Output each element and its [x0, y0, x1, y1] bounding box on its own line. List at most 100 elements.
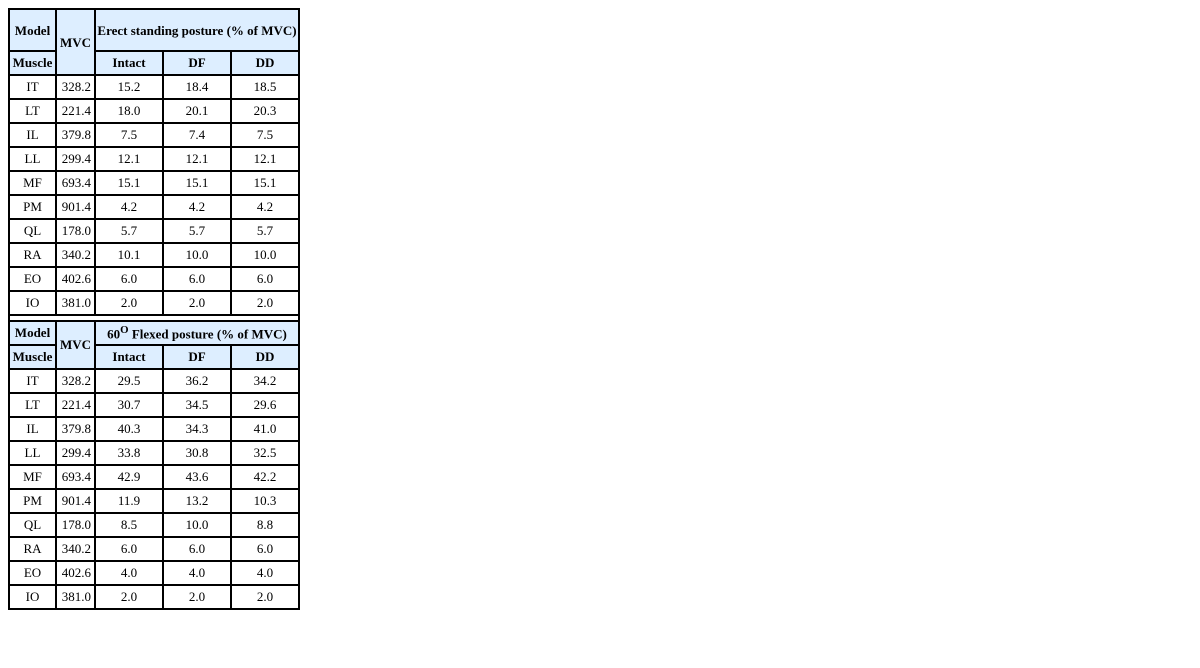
- table-row: MF 693.4 42.9 43.6 42.2: [8, 464, 301, 490]
- df-cell: 6.0: [162, 536, 232, 562]
- mvc-cell: 221.4: [55, 98, 96, 124]
- df-cell: 2.0: [162, 290, 232, 316]
- table-row: LT 221.4 18.0 20.1 20.3: [8, 98, 301, 124]
- mvc-cell: 402.6: [55, 266, 96, 292]
- df-cell: 36.2: [162, 368, 232, 394]
- section-title-text: Erect standing posture (% of MVC): [97, 22, 297, 38]
- header-row: Model MVC Erect standing posture (% of M…: [8, 8, 301, 76]
- intact-cell: 40.3: [94, 416, 164, 442]
- intact-cell: 18.0: [94, 98, 164, 124]
- table-row: LT 221.4 30.7 34.5 29.6: [8, 392, 301, 418]
- df-cell: 34.5: [162, 392, 232, 418]
- mvc-cell: 299.4: [55, 440, 96, 466]
- muscle-cell: QL: [8, 218, 57, 244]
- dd-cell: 5.7: [229, 218, 301, 244]
- df-cell: 4.0: [162, 560, 232, 586]
- dd-cell: 15.1: [229, 170, 301, 196]
- df-cell: 12.1: [162, 146, 232, 172]
- column-header: DF: [162, 50, 232, 76]
- df-cell: 10.0: [162, 512, 232, 538]
- df-cell: 10.0: [162, 242, 232, 268]
- mvc-cell: 402.6: [55, 560, 96, 586]
- mvc-header: MVC: [55, 8, 96, 76]
- df-cell: 43.6: [162, 464, 232, 490]
- table-row: EO 402.6 4.0 4.0 4.0: [8, 560, 301, 586]
- muscle-cell: PM: [8, 488, 57, 514]
- muscle-cell: LT: [8, 392, 57, 418]
- dd-cell: 6.0: [229, 266, 301, 292]
- df-cell: 34.3: [162, 416, 232, 442]
- table-row: IO 381.0 2.0 2.0 2.0: [8, 290, 301, 316]
- table-row: PM 901.4 4.2 4.2 4.2: [8, 194, 301, 220]
- muscle-cell: LL: [8, 146, 57, 172]
- column-header: DD: [229, 344, 301, 370]
- mvc-cell: 693.4: [55, 464, 96, 490]
- dd-cell: 8.8: [229, 512, 301, 538]
- mvc-cell: 381.0: [55, 290, 96, 316]
- table-row: RA 340.2 10.1 10.0 10.0: [8, 242, 301, 268]
- df-cell: 4.2: [162, 194, 232, 220]
- dd-cell: 4.0: [229, 560, 301, 586]
- muscle-cell: IT: [8, 368, 57, 394]
- dd-cell: 32.5: [229, 440, 301, 466]
- dd-cell: 10.3: [229, 488, 301, 514]
- muscle-cell: RA: [8, 536, 57, 562]
- column-header: Intact: [94, 344, 164, 370]
- muscle-cell: MF: [8, 170, 57, 196]
- intact-cell: 10.1: [94, 242, 164, 268]
- header-row: Model MVC 60O Flexed posture (% of MVC): [8, 320, 301, 370]
- dd-cell: 29.6: [229, 392, 301, 418]
- df-cell: 13.2: [162, 488, 232, 514]
- mvc-cell: 340.2: [55, 242, 96, 268]
- dd-cell: 34.2: [229, 368, 301, 394]
- intact-cell: 4.2: [94, 194, 164, 220]
- muscle-cell: IL: [8, 416, 57, 442]
- table-row: RA 340.2 6.0 6.0 6.0: [8, 536, 301, 562]
- mvc-cell: 221.4: [55, 392, 96, 418]
- degree-symbol: O: [120, 323, 129, 336]
- subheader-row: Muscle Intact DF DD: [8, 344, 301, 370]
- dd-cell: 18.5: [229, 74, 301, 100]
- table-row: IL 379.8 7.5 7.4 7.5: [8, 122, 301, 148]
- section-title: Erect standing posture (% of MVC): [93, 8, 301, 52]
- table-row: IT 328.2 29.5 36.2 34.2: [8, 368, 301, 394]
- section-title-text: Flexed posture (% of MVC): [128, 326, 287, 342]
- dd-cell: 42.2: [229, 464, 301, 490]
- section-title: 60O Flexed posture (% of MVC): [93, 320, 301, 346]
- table-row: IL 379.8 40.3 34.3 41.0: [8, 416, 301, 442]
- intact-cell: 6.0: [94, 536, 164, 562]
- intact-cell: 2.0: [94, 584, 164, 610]
- dd-cell: 12.1: [229, 146, 301, 172]
- table-row: QL 178.0 5.7 5.7 5.7: [8, 218, 301, 244]
- dd-cell: 7.5: [229, 122, 301, 148]
- df-cell: 30.8: [162, 440, 232, 466]
- muscle-cell: MF: [8, 464, 57, 490]
- mvc-cell: 299.4: [55, 146, 96, 172]
- table-row: LL 299.4 33.8 30.8 32.5: [8, 440, 301, 466]
- dd-cell: 2.0: [229, 290, 301, 316]
- muscle-cell: PM: [8, 194, 57, 220]
- dd-cell: 6.0: [229, 536, 301, 562]
- muscle-cell: LT: [8, 98, 57, 124]
- intact-cell: 42.9: [94, 464, 164, 490]
- muscle-cell: IO: [8, 290, 57, 316]
- table-row: PM 901.4 11.9 13.2 10.3: [8, 488, 301, 514]
- intact-cell: 7.5: [94, 122, 164, 148]
- mvc-cell: 328.2: [55, 368, 96, 394]
- mvc-cell: 379.8: [55, 122, 96, 148]
- muscle-header: Muscle: [8, 344, 57, 370]
- mvc-header: MVC: [55, 320, 96, 370]
- muscle-cell: IO: [8, 584, 57, 610]
- intact-cell: 5.7: [94, 218, 164, 244]
- muscle-cell: QL: [8, 512, 57, 538]
- dd-cell: 2.0: [229, 584, 301, 610]
- table-row: MF 693.4 15.1 15.1 15.1: [8, 170, 301, 196]
- dd-cell: 20.3: [229, 98, 301, 124]
- column-header: DD: [229, 50, 301, 76]
- muscle-cell: EO: [8, 560, 57, 586]
- muscle-cell: LL: [8, 440, 57, 466]
- intact-cell: 29.5: [94, 368, 164, 394]
- mvc-cell: 901.4: [55, 488, 96, 514]
- df-cell: 20.1: [162, 98, 232, 124]
- df-cell: 6.0: [162, 266, 232, 292]
